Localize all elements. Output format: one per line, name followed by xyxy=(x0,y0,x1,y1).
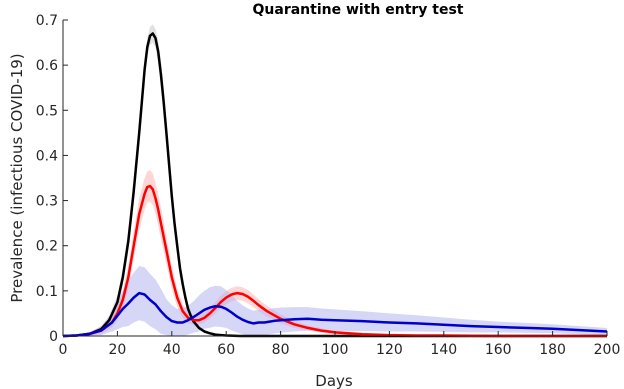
series-3-line xyxy=(62,291,608,338)
series-2-line xyxy=(62,184,607,338)
x-tick-label: 40 xyxy=(163,342,181,358)
y-tick-label: 0.7 xyxy=(36,13,58,29)
x-tick-label: 0 xyxy=(59,342,68,358)
series-3-band xyxy=(63,266,607,336)
x-tick-label: 160 xyxy=(485,342,512,358)
x-tick-label: 20 xyxy=(108,342,126,358)
y-tick-label: 0 xyxy=(49,329,58,345)
x-tick-label: 100 xyxy=(322,342,349,358)
y-ticks: 0 0.1 0.2 0.3 0.4 0.5 0.6 0.7 xyxy=(36,13,68,345)
x-tick-label: 80 xyxy=(272,342,290,358)
series-lines xyxy=(62,32,608,338)
x-tick-label: 140 xyxy=(430,342,457,358)
y-tick-label: 0.6 xyxy=(36,58,58,74)
y-axis-label: Prevalence (infectious COVID-19) xyxy=(8,53,26,302)
x-tick-label: 60 xyxy=(217,342,235,358)
series-1-line xyxy=(62,32,607,338)
y-tick-label: 0.5 xyxy=(36,103,58,119)
x-ticks: 0 20 40 60 80 100 120 140 160 180 200 xyxy=(59,331,621,358)
x-tick-label: 200 xyxy=(594,342,621,358)
x-tick-label: 180 xyxy=(539,342,566,358)
y-tick-label: 0.3 xyxy=(36,194,58,210)
y-tick-label: 0.1 xyxy=(36,284,58,300)
chart-title: Quarantine with entry test xyxy=(253,2,464,18)
y-tick-label: 0.2 xyxy=(36,239,58,255)
x-tick-label: 120 xyxy=(376,342,403,358)
y-tick-label: 0.4 xyxy=(36,148,58,164)
x-axis-label: Days xyxy=(315,372,353,389)
